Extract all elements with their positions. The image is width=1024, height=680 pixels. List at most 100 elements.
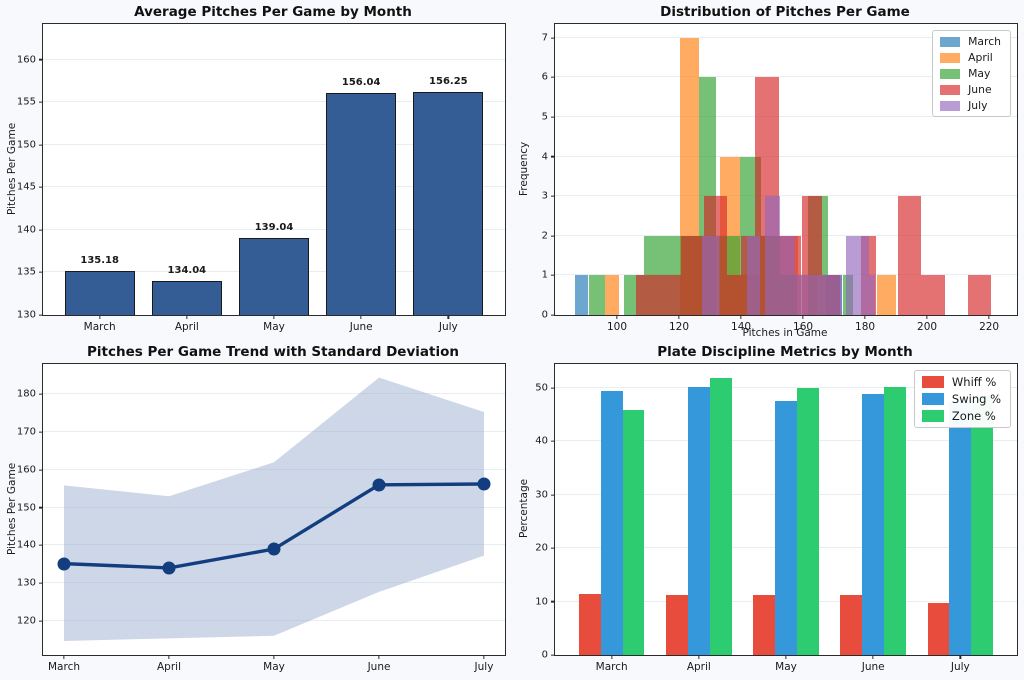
y-tick-mark bbox=[551, 494, 555, 496]
hist-bar-april bbox=[876, 275, 897, 315]
hist-bar-july bbox=[764, 196, 781, 315]
bar-value-label: 134.04 bbox=[167, 264, 207, 276]
trend-plot-area: 120 130 140 150 160 170 180 March April May June Ju… bbox=[17, 363, 506, 673]
legend-swatch-icon bbox=[921, 393, 944, 405]
y-tick-mark bbox=[551, 654, 555, 656]
y-tick-mark bbox=[39, 314, 43, 316]
hist-bar-june bbox=[967, 275, 991, 315]
x-tick-label: May bbox=[263, 661, 285, 673]
y-tick-label: 2 bbox=[541, 230, 548, 242]
bar-whiff bbox=[927, 602, 950, 655]
avg-pitches-plot-area: 130 135 140 145 150 155 160 March April May June Ju… bbox=[17, 23, 506, 333]
y-tick-label: 1 bbox=[541, 269, 548, 281]
x-tick-label: 160 bbox=[793, 321, 814, 333]
gridline bbox=[43, 228, 505, 230]
bar bbox=[151, 280, 222, 315]
bar-whiff bbox=[578, 594, 601, 655]
y-tick-label: 0 bbox=[541, 649, 548, 661]
legend-entry: April bbox=[940, 51, 1001, 64]
hist-bar-july bbox=[795, 275, 813, 315]
bar-zone bbox=[796, 388, 819, 655]
hist-bar-march bbox=[575, 275, 588, 315]
y-tick-label: 30 bbox=[535, 489, 548, 501]
y-tick-mark bbox=[551, 235, 555, 237]
y-tick-label: 20 bbox=[535, 542, 548, 554]
bar-swing bbox=[775, 401, 797, 655]
x-tick-mark bbox=[872, 655, 874, 659]
x-tick-mark bbox=[740, 315, 742, 319]
bar-whiff bbox=[840, 594, 863, 655]
y-tick-label: 140 bbox=[16, 224, 36, 236]
y-tick-label: 155 bbox=[16, 96, 36, 108]
distribution-panel: Distribution of Pitches Per Game Frequen… bbox=[512, 0, 1024, 340]
y-tick-mark bbox=[551, 387, 555, 389]
legend-label: July bbox=[968, 99, 988, 112]
gridline bbox=[555, 36, 1017, 38]
x-tick-mark bbox=[616, 315, 618, 319]
x-tick-label: July bbox=[438, 321, 458, 333]
y-tick-label: 150 bbox=[16, 139, 36, 151]
y-tick-label: 6 bbox=[541, 71, 548, 83]
gridline bbox=[43, 101, 505, 103]
y-tick-mark bbox=[551, 440, 555, 443]
legend-entry: Whiff % bbox=[921, 375, 1001, 389]
bar bbox=[326, 93, 397, 315]
y-tick-mark bbox=[39, 544, 43, 547]
x-tick-mark bbox=[99, 315, 101, 319]
data-point-marker bbox=[372, 478, 386, 492]
trend-graphic bbox=[43, 377, 505, 642]
legend-label: Zone % bbox=[951, 409, 996, 423]
x-tick-mark bbox=[926, 315, 928, 319]
legend-swatch-icon bbox=[921, 376, 944, 388]
x-tick-label: June bbox=[349, 321, 373, 333]
x-tick-mark bbox=[988, 315, 990, 319]
plate-discipline-plot-area: 0 10 20 30 40 50 March April May June July Whiff % S… bbox=[535, 363, 1018, 673]
legend-entry: June bbox=[940, 83, 1001, 96]
plate-discipline-y-axis-label: Percentage bbox=[518, 478, 530, 539]
x-tick-label: 180 bbox=[855, 321, 876, 333]
y-tick-mark bbox=[551, 195, 555, 197]
hist-bar-june bbox=[726, 275, 742, 315]
bar bbox=[64, 270, 135, 315]
gridline bbox=[43, 620, 505, 621]
y-tick-mark bbox=[39, 229, 43, 231]
y-tick-mark bbox=[39, 393, 43, 395]
x-tick-mark bbox=[168, 655, 170, 659]
y-tick-label: 5 bbox=[541, 111, 548, 123]
bar-zone bbox=[622, 409, 645, 655]
x-tick-label: 140 bbox=[731, 321, 752, 333]
hist-bar-april bbox=[604, 275, 619, 315]
x-tick-label: July bbox=[950, 661, 970, 673]
x-tick-label: June bbox=[861, 661, 885, 673]
y-tick-label: 3 bbox=[541, 190, 548, 202]
legend-entry: May bbox=[940, 67, 1001, 80]
y-tick-mark bbox=[551, 547, 555, 549]
legend-label: May bbox=[968, 67, 991, 80]
bar bbox=[413, 91, 484, 315]
bar-swing bbox=[862, 393, 885, 655]
y-tick-label: 180 bbox=[16, 388, 36, 400]
y-tick-mark bbox=[551, 600, 555, 603]
bar-zone bbox=[884, 386, 906, 655]
trend-panel: Pitches Per Game Trend with Standard Dev… bbox=[0, 340, 512, 680]
bar-zone bbox=[971, 395, 994, 655]
bar-value-label: 135.18 bbox=[80, 254, 119, 266]
data-point-marker bbox=[57, 557, 71, 571]
y-tick-mark bbox=[551, 37, 555, 39]
x-tick-mark bbox=[378, 655, 380, 659]
hist-bar-july bbox=[702, 235, 720, 315]
gridline bbox=[555, 234, 1017, 236]
hist-bar-july bbox=[746, 235, 760, 315]
x-tick-mark bbox=[360, 315, 362, 319]
legend-swatch-icon bbox=[921, 410, 944, 422]
x-tick-mark bbox=[864, 315, 866, 319]
legend-swatch-icon bbox=[940, 52, 961, 63]
legend-entry: Zone % bbox=[921, 409, 1001, 423]
hist-bar-may bbox=[730, 235, 741, 315]
gridline bbox=[43, 143, 505, 145]
legend-swatch-icon bbox=[940, 84, 961, 95]
x-tick-label: April bbox=[157, 661, 181, 673]
bar-value-label: 139.04 bbox=[254, 222, 294, 234]
gridline bbox=[43, 186, 505, 188]
